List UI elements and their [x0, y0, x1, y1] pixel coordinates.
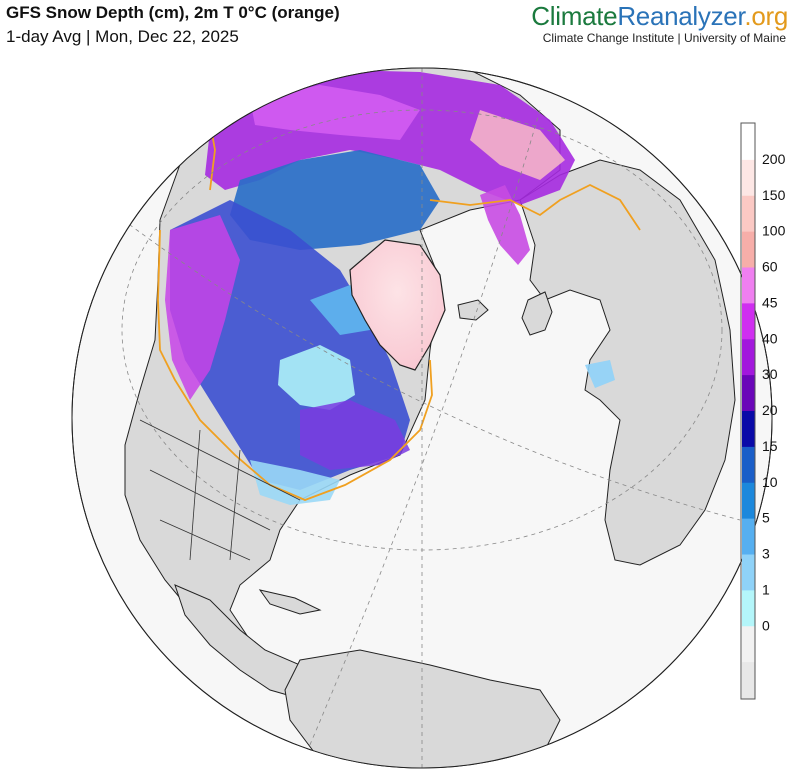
colorbar-tick-label: 40: [762, 330, 778, 346]
colorbar-band: [742, 554, 755, 591]
colorbar-tick-label: 0: [762, 617, 770, 633]
caribbean-islands: [258, 589, 322, 615]
graticule: [109, 68, 741, 768]
map-subtitle: 1-day Avg | Mon, Dec 22, 2025: [6, 27, 239, 46]
colorbar-band: [742, 159, 755, 197]
colorbar-band: [742, 267, 755, 304]
colorbar-band: [742, 375, 755, 412]
colorbar-band: [742, 195, 755, 233]
colorbar-tick-label: 60: [762, 259, 778, 275]
snow-arctic-blue: [230, 150, 440, 250]
colorbar-band: [742, 124, 755, 161]
colorbar-tick-label: 150: [762, 187, 786, 203]
colorbar-band: [742, 626, 755, 663]
colorbar-band: [742, 662, 755, 699]
colorbar-tick-label: 15: [762, 438, 778, 454]
brand-logo-reanalyzer: Reanalyzer: [617, 1, 745, 31]
colorbar-tick-label: 5: [762, 510, 770, 526]
brand-logo[interactable]: ClimateReanalyzer.org: [531, 1, 788, 32]
snow-canada-purple: [165, 215, 240, 400]
colorbar-tick-label: 100: [762, 223, 786, 239]
us-state-borders: [139, 419, 301, 561]
colorbar-band: [742, 339, 755, 376]
colorbar-band: [742, 590, 755, 627]
colorbar-tick-label: 10: [762, 474, 778, 490]
brand-logo-climate: Climate: [531, 1, 618, 31]
colorbar-tick-label: 1: [762, 581, 770, 597]
colorbar-tick-label: 20: [762, 402, 778, 418]
colorbar-band: [742, 231, 755, 268]
colorbar-frame: [740, 122, 756, 700]
colorbar-band: [742, 518, 755, 555]
greenland-ice: [349, 239, 446, 371]
colorbar-band: [742, 303, 755, 340]
snow-europe-patch: [585, 360, 615, 388]
brand-logo-org: .org: [744, 1, 788, 31]
colorbar-band: [742, 482, 755, 520]
colorbar-tick-label: 200: [762, 151, 786, 167]
snow-quebec: [300, 400, 410, 470]
british-isles: [521, 291, 553, 336]
snow-hudson-bay-ice: [278, 345, 355, 410]
snow-us-north: [250, 460, 340, 505]
colorbar-tick-label: 3: [762, 546, 770, 562]
map-title: GFS Snow Depth (cm), 2m T 0°C (orange): [6, 3, 340, 22]
globe-outline: [71, 67, 773, 769]
snow-siberia-deep: [250, 85, 420, 140]
colorbar-band: [742, 411, 755, 448]
snow-siberia-pink: [470, 110, 565, 180]
europe-africa-land: [519, 159, 736, 566]
colorbar-tick-label: 30: [762, 366, 778, 382]
brand-tagline: Climate Change Institute | University of…: [542, 31, 786, 45]
colorbar-tick-label: 45: [762, 294, 778, 310]
colorbar-band: [742, 446, 755, 484]
iceland: [457, 299, 489, 321]
